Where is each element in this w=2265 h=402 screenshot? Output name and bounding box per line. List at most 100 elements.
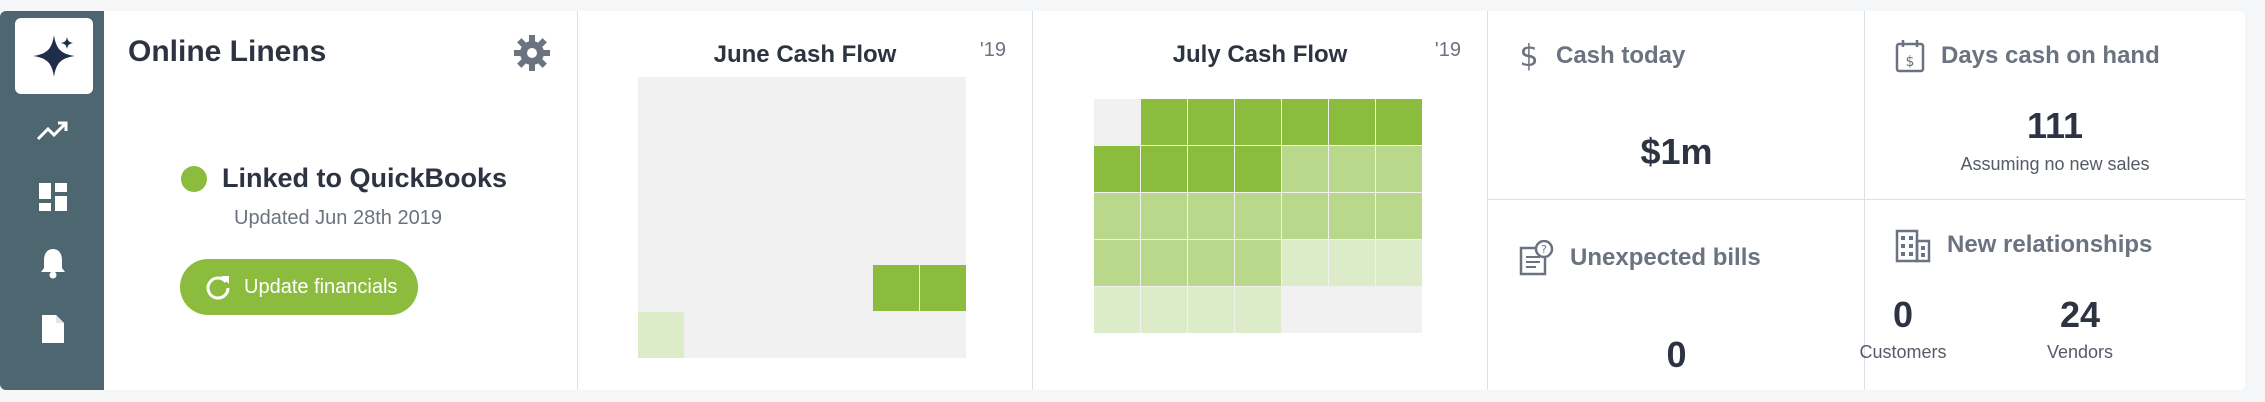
company-card: Online Linens Linked to QuickBooks Updat… (104, 11, 578, 390)
vendors-value: 24 (2059, 294, 2101, 335)
heatmap-day-cell[interactable] (685, 312, 731, 358)
heatmap-day-cell[interactable] (920, 312, 966, 358)
july-cashflow-title: July Cash Flow (1172, 41, 1348, 68)
heatmap-day-cell[interactable] (1094, 287, 1140, 333)
heatmap-day-cell[interactable] (1282, 287, 1328, 333)
update-financials-button[interactable]: Update financials (180, 259, 418, 315)
heatmap-day-cell[interactable] (873, 171, 919, 217)
heatmap-day-cell[interactable] (732, 218, 778, 264)
heatmap-day-cell[interactable] (1188, 193, 1234, 239)
status-indicator (181, 166, 207, 192)
heatmap-day-cell[interactable] (826, 77, 872, 123)
heatmap-day-cell[interactable] (1188, 287, 1234, 333)
heatmap-day-cell[interactable] (1141, 287, 1187, 333)
heatmap-day-cell[interactable] (1329, 99, 1375, 145)
cash-today-title: Cash today (1556, 42, 1686, 69)
heatmap-day-cell[interactable] (1235, 287, 1281, 333)
heatmap-day-cell[interactable] (638, 265, 684, 311)
heatmap-day-cell[interactable] (1235, 240, 1281, 286)
heatmap-day-cell[interactable] (685, 77, 731, 123)
heatmap-day-cell[interactable] (1094, 99, 1140, 145)
heatmap-day-cell[interactable] (685, 265, 731, 311)
heatmap-day-cell[interactable] (1282, 240, 1328, 286)
divider (1865, 199, 2245, 200)
days-cash-card[interactable]: $ Days cash on hand 111 Assuming no new … (1865, 11, 2245, 199)
trending-up-icon (36, 121, 68, 141)
heatmap-day-cell[interactable] (732, 265, 778, 311)
nav-trends[interactable] (33, 111, 73, 151)
heatmap-day-cell[interactable] (685, 124, 731, 170)
heatmap-day-cell[interactable] (779, 124, 825, 170)
heatmap-day-cell[interactable] (1094, 146, 1140, 192)
heatmap-day-cell[interactable] (920, 171, 966, 217)
heatmap-day-cell[interactable] (1282, 146, 1328, 192)
heatmap-day-cell[interactable] (1329, 287, 1375, 333)
heatmap-day-cell[interactable] (779, 171, 825, 217)
heatmap-day-cell[interactable] (1188, 146, 1234, 192)
heatmap-day-cell[interactable] (685, 218, 731, 264)
new-relationships-title: New relationships (1947, 231, 2153, 258)
heatmap-day-cell[interactable] (1235, 99, 1281, 145)
heatmap-day-cell[interactable] (920, 124, 966, 170)
heatmap-day-cell[interactable] (638, 77, 684, 123)
heatmap-day-cell[interactable] (920, 265, 966, 311)
heatmap-day-cell[interactable] (1329, 240, 1375, 286)
heatmap-day-cell[interactable] (873, 265, 919, 311)
heatmap-day-cell[interactable] (873, 218, 919, 264)
customers-value: 0 (1892, 294, 1914, 335)
heatmap-day-cell[interactable] (826, 171, 872, 217)
heatmap-day-cell[interactable] (732, 77, 778, 123)
heatmap-day-cell[interactable] (1141, 240, 1187, 286)
heatmap-day-cell[interactable] (685, 171, 731, 217)
heatmap-day-cell[interactable] (1141, 99, 1187, 145)
heatmap-day-cell[interactable] (732, 312, 778, 358)
heatmap-day-cell[interactable] (638, 312, 684, 358)
heatmap-day-cell[interactable] (1376, 146, 1422, 192)
heatmap-day-cell[interactable] (779, 77, 825, 123)
heatmap-day-cell[interactable] (638, 124, 684, 170)
heatmap-day-cell[interactable] (873, 77, 919, 123)
heatmap-day-cell[interactable] (826, 124, 872, 170)
heatmap-day-cell[interactable] (1188, 99, 1234, 145)
unexpected-bills-value: 0 (1666, 334, 1687, 375)
heatmap-day-cell[interactable] (873, 312, 919, 358)
heatmap-day-cell[interactable] (920, 218, 966, 264)
heatmap-day-cell[interactable] (1282, 99, 1328, 145)
heatmap-day-cell[interactable] (826, 312, 872, 358)
logo-button[interactable] (15, 18, 93, 94)
heatmap-day-cell[interactable] (779, 312, 825, 358)
heatmap-day-cell[interactable] (1188, 240, 1234, 286)
heatmap-day-cell[interactable] (1094, 240, 1140, 286)
heatmap-day-cell[interactable] (1094, 193, 1140, 239)
heatmap-day-cell[interactable] (1141, 193, 1187, 239)
heatmap-day-cell[interactable] (1141, 146, 1187, 192)
heatmap-day-cell[interactable] (779, 218, 825, 264)
heatmap-day-cell[interactable] (638, 218, 684, 264)
heatmap-day-cell[interactable] (1235, 146, 1281, 192)
heatmap-day-cell[interactable] (638, 171, 684, 217)
heatmap-day-cell[interactable] (826, 265, 872, 311)
cash-today-card[interactable]: $ Cash today $1m (1488, 11, 1865, 199)
new-relationships-card[interactable]: New relationships 0 Customers 24 Vendors (1859, 200, 2245, 390)
heatmap-day-cell[interactable] (920, 77, 966, 123)
divider (1488, 199, 1865, 200)
june-cashflow-year: '19 (979, 39, 1006, 61)
heatmap-day-cell[interactable] (1282, 193, 1328, 239)
heatmap-day-cell[interactable] (1376, 193, 1422, 239)
heatmap-day-cell[interactable] (1235, 193, 1281, 239)
nav-notifications[interactable] (33, 243, 73, 283)
nav-dashboard[interactable] (33, 177, 73, 217)
nav-documents[interactable] (33, 309, 73, 349)
heatmap-day-cell[interactable] (732, 124, 778, 170)
heatmap-day-cell[interactable] (1376, 99, 1422, 145)
heatmap-day-cell[interactable] (1376, 287, 1422, 333)
heatmap-day-cell[interactable] (1329, 146, 1375, 192)
unexpected-bills-card[interactable]: ? Unexpected bills 0 (1488, 200, 1865, 390)
heatmap-day-cell[interactable] (732, 171, 778, 217)
heatmap-day-cell[interactable] (826, 218, 872, 264)
gear-icon[interactable] (512, 33, 552, 73)
heatmap-day-cell[interactable] (873, 124, 919, 170)
heatmap-day-cell[interactable] (779, 265, 825, 311)
heatmap-day-cell[interactable] (1376, 240, 1422, 286)
heatmap-day-cell[interactable] (1329, 193, 1375, 239)
